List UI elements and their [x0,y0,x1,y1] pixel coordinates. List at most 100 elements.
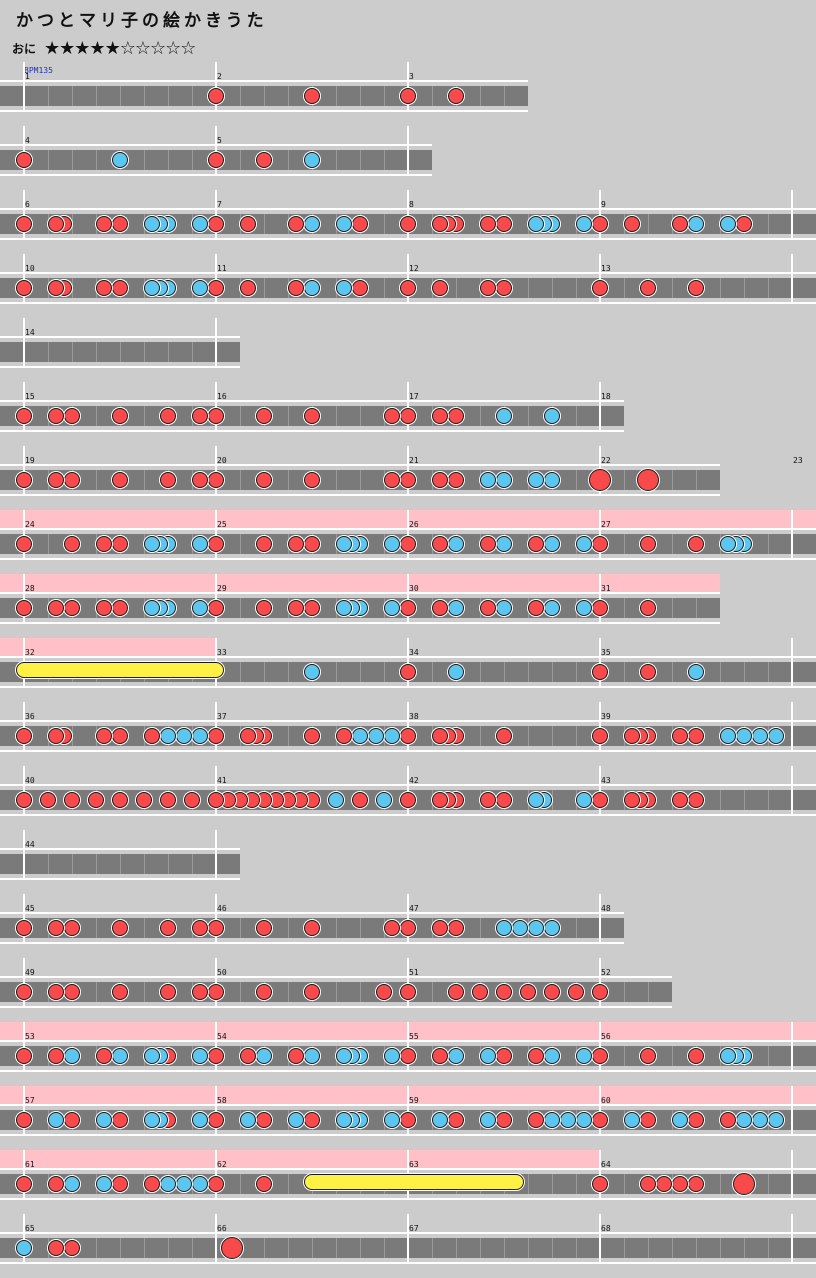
measure-number: 39 [601,712,611,721]
measure-number: 46 [217,904,227,913]
measure-number: 47 [409,904,419,913]
don-note [47,472,64,488]
measure-number: 38 [409,712,419,721]
measure-line [407,1086,409,1136]
beat-line [768,790,769,810]
don-note [16,280,32,296]
ka-note [328,792,344,808]
beat-line [360,918,361,938]
beat-line [336,470,337,490]
ka-note [383,1048,400,1064]
measure-line [599,1214,601,1264]
measure-number: 58 [217,1096,227,1105]
don-note [16,984,32,1000]
beat-line [168,854,169,874]
measure-number: 55 [409,1032,419,1041]
don-note [112,1112,128,1128]
don-note [208,1048,224,1064]
beat-line [72,214,73,234]
ka-note [527,216,544,232]
measure-number: 66 [217,1224,227,1233]
beat-line [168,342,169,362]
measure-number: 24 [25,520,35,529]
beat-line [456,1238,457,1258]
chart-row: 45 46 47 48 [0,894,816,958]
ka-note [575,1048,592,1064]
don-note [448,88,464,104]
beat-line [336,86,337,106]
measure-number: 12 [409,264,419,273]
don-note [496,280,512,296]
beat-line [240,470,241,490]
beat-line [768,1174,769,1194]
don-note [688,792,704,808]
measure-number: 9 [601,200,606,209]
bpm-label: BPM135 [24,66,53,75]
don-note [688,1112,704,1128]
chart-row: 53 54 55 56 [0,1022,816,1086]
beat-line [624,982,625,1002]
measure-line [215,574,217,624]
don-note [479,792,496,808]
beat-line [696,1238,697,1258]
don-note [256,152,272,168]
don-note [656,1176,673,1192]
beat-line [504,662,505,682]
don-note [64,1112,80,1128]
ka-note [479,1048,496,1064]
measure-number: 36 [25,712,35,721]
don-note [688,536,704,552]
ka-note [376,792,392,808]
don-note [527,1112,544,1128]
measure-line [791,1150,793,1200]
don-note [16,408,32,424]
difficulty-label: おに [12,41,37,56]
don-note [592,664,608,680]
beat-line [72,854,73,874]
ka-note [527,472,544,488]
don-note [239,280,256,296]
ka-note [143,600,160,616]
don-note [256,920,272,936]
measure-line [23,702,25,752]
measure-line [599,574,601,624]
beat-line [144,86,145,106]
lane-frame [0,336,240,368]
beat-line [72,278,73,298]
measure-number: 29 [217,584,227,593]
measure-line [215,254,217,304]
measure-line [791,702,793,752]
beat-line [240,86,241,106]
don-note [208,792,224,808]
don-note [256,1176,272,1192]
don-note [479,600,496,616]
chart-row: 10 11 12 13 [0,254,816,318]
beat-line [96,1238,97,1258]
don-note [688,728,704,744]
measure-line [407,702,409,752]
ka-note [112,1048,128,1064]
measure-line [215,958,217,1008]
measure-line [215,446,217,496]
beat-line [96,406,97,426]
beat-line [144,1238,145,1258]
ka-note [112,152,128,168]
measure-number: 23 [793,456,803,465]
don-note [544,984,560,1000]
ka-note [688,664,704,680]
beat-line [168,86,169,106]
don-note [592,600,608,616]
beat-line [240,662,241,682]
ka-note [176,728,193,744]
beat-line [192,1238,193,1258]
beat-line [120,86,121,106]
don-note [239,1048,256,1064]
measure-number: 52 [601,968,611,977]
don-note [287,1048,304,1064]
don-note [191,920,208,936]
beat-line [672,598,673,618]
beat-line [288,150,289,170]
ka-note [335,280,352,296]
beat-line [144,342,145,362]
beat-line [576,918,577,938]
